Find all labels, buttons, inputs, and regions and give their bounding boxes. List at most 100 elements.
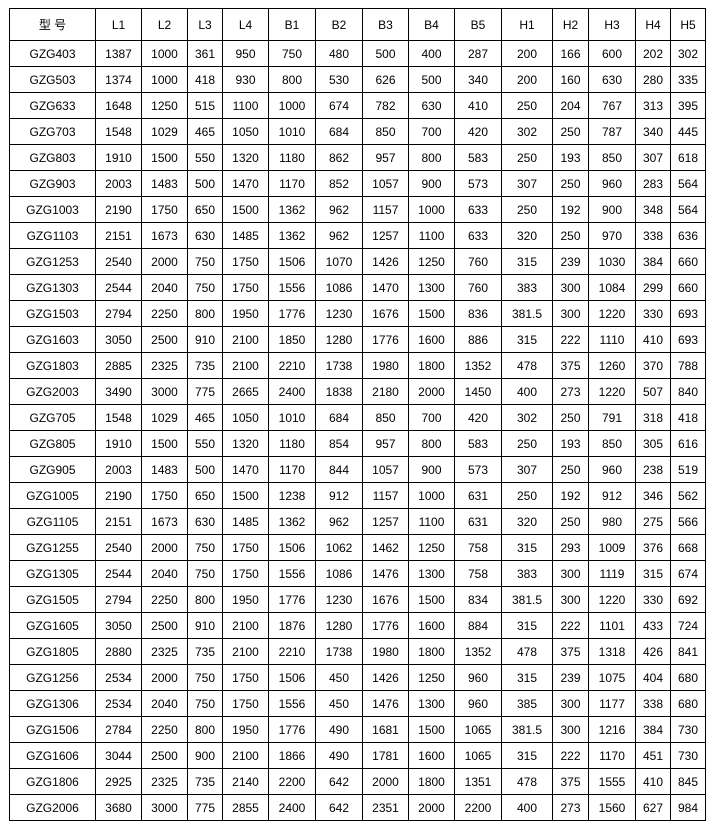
value-cell: 490 <box>315 742 363 769</box>
model-cell: GZG1505 <box>9 586 96 613</box>
model-cell: GZG703 <box>9 118 96 145</box>
table-row: GZG805 1910 1500 550 1320 1180 854 957 800 583 250… <box>9 430 706 457</box>
value-cell: 788 <box>670 352 706 379</box>
value-cell: 1950 <box>222 716 269 743</box>
value-cell: 1673 <box>141 508 188 535</box>
value-cell: 348 <box>635 196 671 223</box>
value-cell: 730 <box>670 742 706 769</box>
value-cell: 2794 <box>95 586 142 613</box>
value-cell: 1560 <box>588 794 636 821</box>
value-cell: 1387 <box>95 40 142 67</box>
value-cell: 650 <box>187 482 223 509</box>
value-cell: 693 <box>670 300 706 327</box>
value-cell: 2855 <box>222 794 269 821</box>
model-cell: GZG1005 <box>9 482 96 509</box>
value-cell: 250 <box>552 170 589 197</box>
value-cell: 2351 <box>362 794 409 821</box>
value-cell: 1800 <box>408 638 455 665</box>
model-cell: GZG1105 <box>9 508 96 535</box>
value-cell: 2400 <box>268 378 316 405</box>
value-cell: 573 <box>454 456 502 483</box>
value-cell: 315 <box>501 326 553 353</box>
column-header: L2 <box>141 8 188 41</box>
value-cell: 1070 <box>315 248 363 275</box>
value-cell: 2000 <box>362 768 409 795</box>
model-cell: GZG633 <box>9 92 96 119</box>
value-cell: 1009 <box>588 534 636 561</box>
value-cell: 2100 <box>222 638 269 665</box>
value-cell: 2100 <box>222 326 269 353</box>
value-cell: 410 <box>635 768 671 795</box>
value-cell: 1673 <box>141 222 188 249</box>
value-cell: 800 <box>187 300 223 327</box>
value-cell: 900 <box>187 742 223 769</box>
table-row: GZG1255 2540 2000 750 1750 1506 1062 1462 1250 75… <box>9 534 706 561</box>
value-cell: 1170 <box>268 170 316 197</box>
value-cell: 420 <box>454 118 502 145</box>
value-cell: 250 <box>552 456 589 483</box>
value-cell: 1750 <box>222 274 269 301</box>
value-cell: 2200 <box>454 794 502 821</box>
column-header: H2 <box>552 8 589 41</box>
value-cell: 1426 <box>362 248 409 275</box>
value-cell: 1556 <box>268 690 316 717</box>
column-header: B1 <box>268 8 316 41</box>
value-cell: 1600 <box>408 742 455 769</box>
value-cell: 800 <box>268 66 316 93</box>
value-cell: 478 <box>501 638 553 665</box>
value-cell: 1750 <box>222 560 269 587</box>
table-row: GZG1303 2544 2040 750 1750 1556 1086 1470 1300 76… <box>9 274 706 301</box>
model-cell: GZG2006 <box>9 794 96 821</box>
value-cell: 583 <box>454 144 502 171</box>
value-cell: 1220 <box>588 586 636 613</box>
value-cell: 1556 <box>268 274 316 301</box>
value-cell: 1470 <box>222 170 269 197</box>
table-row: GZG1603 3050 2500 910 2100 1850 1280 1776 1600 88… <box>9 326 706 353</box>
model-cell: GZG905 <box>9 456 96 483</box>
table-row: GZG1105 2151 1673 630 1485 1362 962 1257 1100 631… <box>9 508 706 535</box>
value-cell: 800 <box>187 586 223 613</box>
value-cell: 631 <box>454 508 502 535</box>
value-cell: 507 <box>635 378 671 405</box>
value-cell: 1681 <box>362 716 409 743</box>
value-cell: 680 <box>670 690 706 717</box>
value-cell: 693 <box>670 326 706 353</box>
value-cell: 1500 <box>222 196 269 223</box>
value-cell: 239 <box>552 664 589 691</box>
value-cell: 910 <box>187 326 223 353</box>
value-cell: 1230 <box>315 586 363 613</box>
value-cell: 300 <box>552 586 589 613</box>
value-cell: 787 <box>588 118 636 145</box>
value-cell: 642 <box>315 794 363 821</box>
value-cell: 912 <box>588 482 636 509</box>
value-cell: 2210 <box>268 352 316 379</box>
value-cell: 1750 <box>141 482 188 509</box>
value-cell: 960 <box>588 456 636 483</box>
value-cell: 630 <box>187 508 223 535</box>
column-header: 型 号 <box>9 8 96 41</box>
value-cell: 1216 <box>588 716 636 743</box>
table-row: GZG1253 2540 2000 750 1750 1506 1070 1426 1250 76… <box>9 248 706 275</box>
value-cell: 250 <box>552 222 589 249</box>
value-cell: 1866 <box>268 742 316 769</box>
value-cell: 767 <box>588 92 636 119</box>
value-cell: 1220 <box>588 378 636 405</box>
value-cell: 2325 <box>141 352 188 379</box>
value-cell: 1750 <box>222 534 269 561</box>
value-cell: 674 <box>670 560 706 587</box>
value-cell: 1910 <box>95 430 142 457</box>
value-cell: 287 <box>454 40 502 67</box>
value-cell: 1470 <box>222 456 269 483</box>
value-cell: 950 <box>222 40 269 67</box>
value-cell: 222 <box>552 326 589 353</box>
value-cell: 800 <box>187 716 223 743</box>
value-cell: 410 <box>635 326 671 353</box>
value-cell: 760 <box>454 274 502 301</box>
value-cell: 1050 <box>222 404 269 431</box>
value-cell: 1500 <box>141 144 188 171</box>
model-cell: GZG503 <box>9 66 96 93</box>
value-cell: 383 <box>501 560 553 587</box>
value-cell: 1320 <box>222 430 269 457</box>
value-cell: 376 <box>635 534 671 561</box>
value-cell: 2100 <box>222 612 269 639</box>
